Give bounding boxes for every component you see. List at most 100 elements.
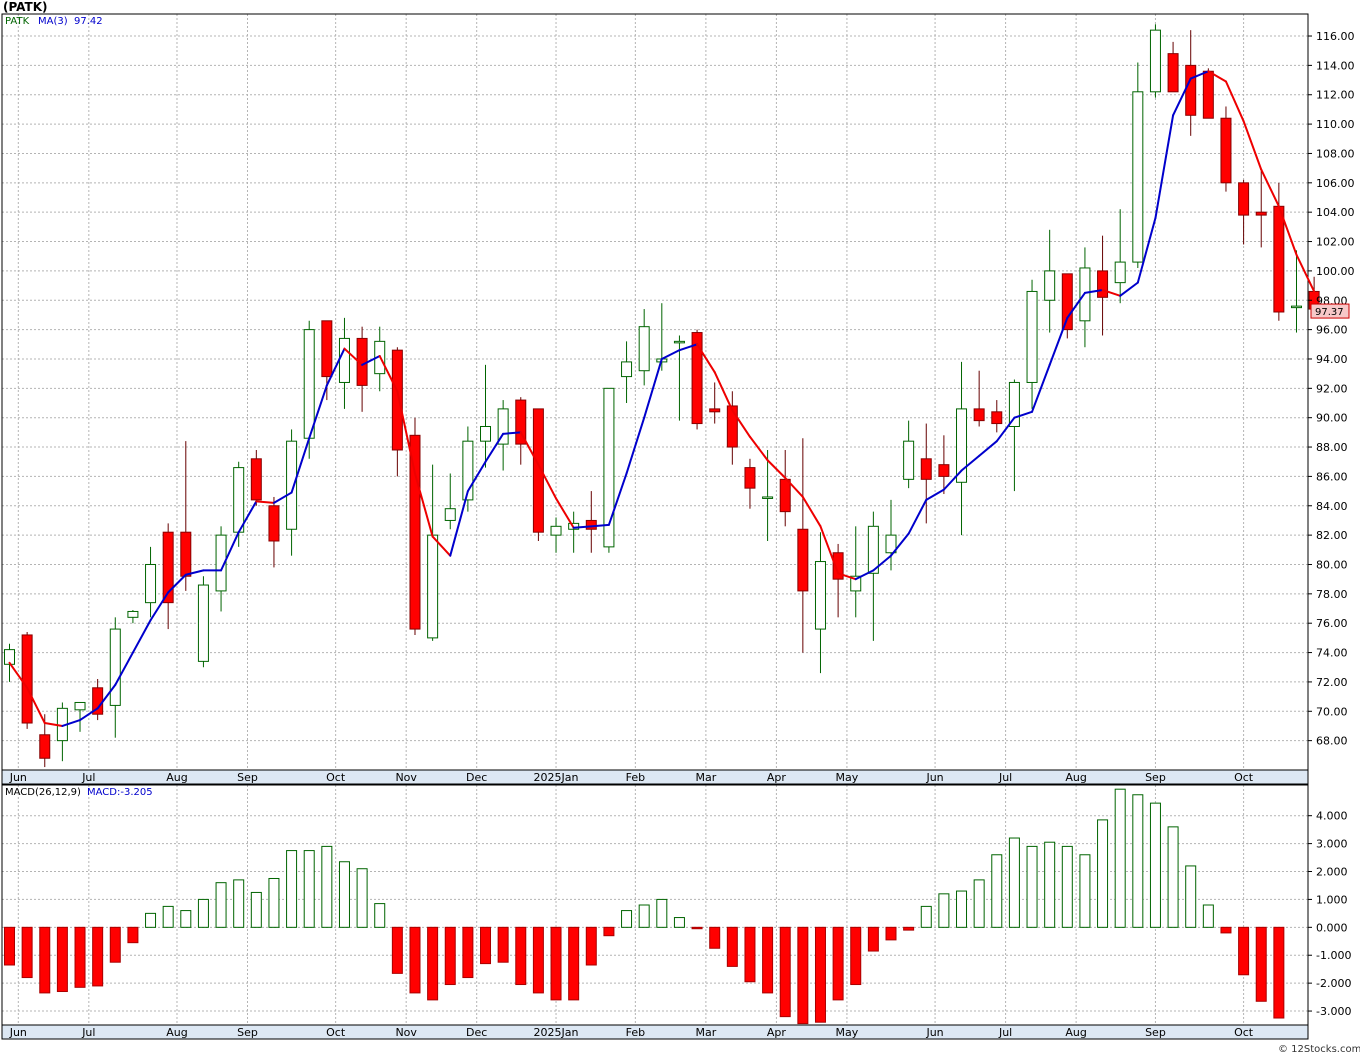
candle-body <box>250 458 262 501</box>
ma-segment <box>872 554 892 572</box>
macd-bar <box>585 926 597 966</box>
ma-segment <box>784 476 804 498</box>
price-panel-frame <box>1 13 1309 771</box>
candle <box>973 370 985 427</box>
candle-body <box>338 337 350 383</box>
macd-x-tick-label: Sep <box>237 1026 258 1039</box>
macd-bar <box>180 910 192 928</box>
price-y-tick-label: 92.00 <box>1316 382 1348 395</box>
candle <box>832 543 844 618</box>
candle <box>779 449 791 527</box>
candle-body <box>1097 270 1109 298</box>
macd-bar <box>1079 854 1091 928</box>
macd-bar <box>779 926 791 1018</box>
candle <box>1238 179 1250 245</box>
candle <box>550 517 562 553</box>
macd-x-tick-label: Nov <box>395 1026 417 1039</box>
ma-segment <box>519 431 540 466</box>
ma-segment <box>8 661 29 689</box>
macd-panel-frame <box>1 784 1309 1026</box>
macd-x-tick-label: 2025Jan <box>534 1026 579 1039</box>
macd-bar <box>338 861 350 928</box>
macd-bar <box>409 926 421 994</box>
macd-bar <box>568 926 580 1001</box>
macd-bar <box>1044 841 1056 928</box>
candle <box>21 632 33 729</box>
ma-segment <box>220 531 240 572</box>
candle-body <box>286 440 298 530</box>
price-x-tick-label: Feb <box>626 771 645 784</box>
ma-segment <box>1066 291 1086 319</box>
candle <box>726 391 738 465</box>
macd-bar <box>920 905 932 928</box>
price-y-tick-label: 74.00 <box>1316 647 1348 660</box>
macd-bar <box>215 882 227 928</box>
macd-x-tick-label: Jul <box>81 1026 95 1039</box>
candle-body <box>1255 211 1267 216</box>
price-y-tick-label: 80.00 <box>1316 558 1348 571</box>
macd-bar <box>233 879 245 928</box>
ma-segment <box>1172 77 1192 117</box>
macd-bar <box>391 926 403 974</box>
ma-label: MA(3) <box>38 16 68 27</box>
candle <box>127 609 139 624</box>
macd-x-axis: Jun Jul Aug Sep Oct Nov Dec 2025Jan Feb Mar Apr May… <box>1 1024 1309 1040</box>
candle <box>462 426 474 512</box>
macd-bar <box>1220 926 1232 934</box>
macd-bar <box>726 926 738 967</box>
candle-body <box>585 519 597 530</box>
macd-bar <box>850 926 862 986</box>
candle <box>374 326 386 392</box>
candle <box>56 702 68 762</box>
ma-segment <box>1119 281 1139 297</box>
ma-segment <box>413 472 434 538</box>
macd-bar <box>673 917 685 928</box>
macd-bar <box>515 926 527 986</box>
macd-y-tick-label: 0.000 <box>1316 921 1348 934</box>
macd-x-tick-label: May <box>836 1026 859 1039</box>
macd-bar <box>744 926 756 983</box>
candle-body <box>515 399 527 445</box>
candle <box>885 499 897 571</box>
candle <box>409 417 421 635</box>
ma-segment <box>431 535 452 557</box>
ma-segment <box>79 707 99 722</box>
price-y-tick-label: 106.00 <box>1316 177 1355 190</box>
candle-body <box>832 552 844 580</box>
ma-segment <box>449 490 469 557</box>
candle-body <box>673 340 685 344</box>
candle-body <box>109 628 121 706</box>
ma-segment <box>572 525 593 529</box>
candle <box>850 526 862 618</box>
candle <box>92 678 104 721</box>
candle-body <box>603 387 615 548</box>
macd-bar <box>621 910 633 928</box>
candle-body <box>797 528 809 592</box>
candle-body <box>744 467 756 489</box>
macd-bar <box>532 926 544 994</box>
candle <box>427 464 439 641</box>
macd-bar <box>956 890 968 928</box>
macd-bar <box>832 926 844 1001</box>
price-x-tick-label: Jun <box>9 771 27 784</box>
candle <box>1202 68 1214 119</box>
price-y-tick-label: 114.00 <box>1316 59 1355 72</box>
macd-bar <box>1202 904 1214 928</box>
candle <box>1026 279 1038 409</box>
macd-bar <box>797 926 809 1025</box>
price-y-tick-label: 68.00 <box>1316 735 1348 748</box>
price-x-axis-band <box>1 769 1309 785</box>
ma-segment <box>625 416 646 475</box>
candle-body <box>233 467 245 533</box>
candle <box>1255 171 1267 248</box>
ma-segment <box>343 347 364 366</box>
macd-bar <box>92 926 104 987</box>
ma-segment <box>184 569 205 576</box>
candle <box>391 347 403 477</box>
candle-body <box>867 525 879 574</box>
ma-segment <box>1189 70 1210 80</box>
candle-body <box>1167 53 1179 93</box>
candle <box>356 326 368 412</box>
candle <box>1290 250 1302 333</box>
